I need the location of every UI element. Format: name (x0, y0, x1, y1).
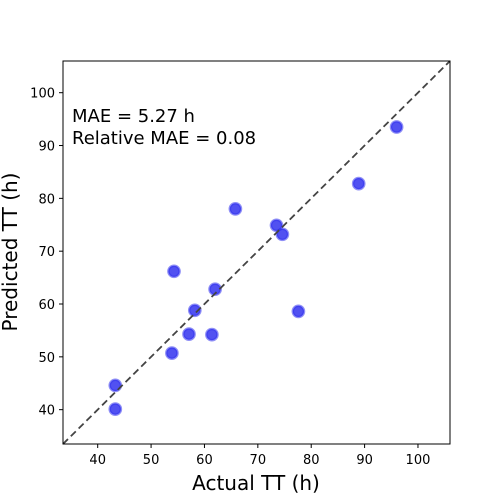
x-tick-label: 40 (89, 453, 106, 468)
y-tick-label: 100 (30, 87, 55, 102)
data-point (108, 402, 123, 416)
data-point (208, 282, 222, 297)
data-point (165, 346, 179, 360)
y-tick-label: 50 (38, 351, 55, 366)
x-tick-label: 70 (250, 453, 267, 468)
data-point (182, 327, 196, 341)
y-tick-label: 40 (38, 404, 55, 419)
x-tick-label: 90 (356, 453, 373, 468)
x-tick-label: 80 (303, 453, 320, 468)
x-tick-label: 60 (196, 453, 213, 468)
mae-annotation: MAE = 5.27 h (72, 106, 195, 127)
relative-mae-annotation: Relative MAE = 0.08 (72, 128, 256, 149)
data-point (351, 176, 366, 191)
x-tick-label: 50 (143, 453, 160, 468)
data-point (108, 378, 123, 393)
y-tick-label: 80 (38, 192, 55, 207)
y-tick-label: 70 (38, 245, 55, 260)
data-point (389, 120, 404, 134)
y-axis-title: Predicted TT (h) (0, 173, 22, 332)
axes-frame (62, 60, 451, 445)
ticks: 40 50 60 70 80 90 100 40 50 60 70 80 90 100 (30, 87, 430, 468)
y-tick-label: 90 (38, 140, 55, 155)
data-point (275, 227, 290, 242)
y-tick-label: 60 (38, 298, 55, 313)
data-point (291, 304, 306, 319)
x-axis-title: Actual TT (h) (192, 471, 320, 495)
data-point (167, 264, 181, 279)
plot-area (62, 60, 451, 445)
x-tick-label: 100 (406, 453, 431, 468)
data-point (228, 202, 243, 216)
identity-line (62, 60, 451, 445)
data-point (187, 303, 202, 318)
data-point (205, 327, 219, 342)
